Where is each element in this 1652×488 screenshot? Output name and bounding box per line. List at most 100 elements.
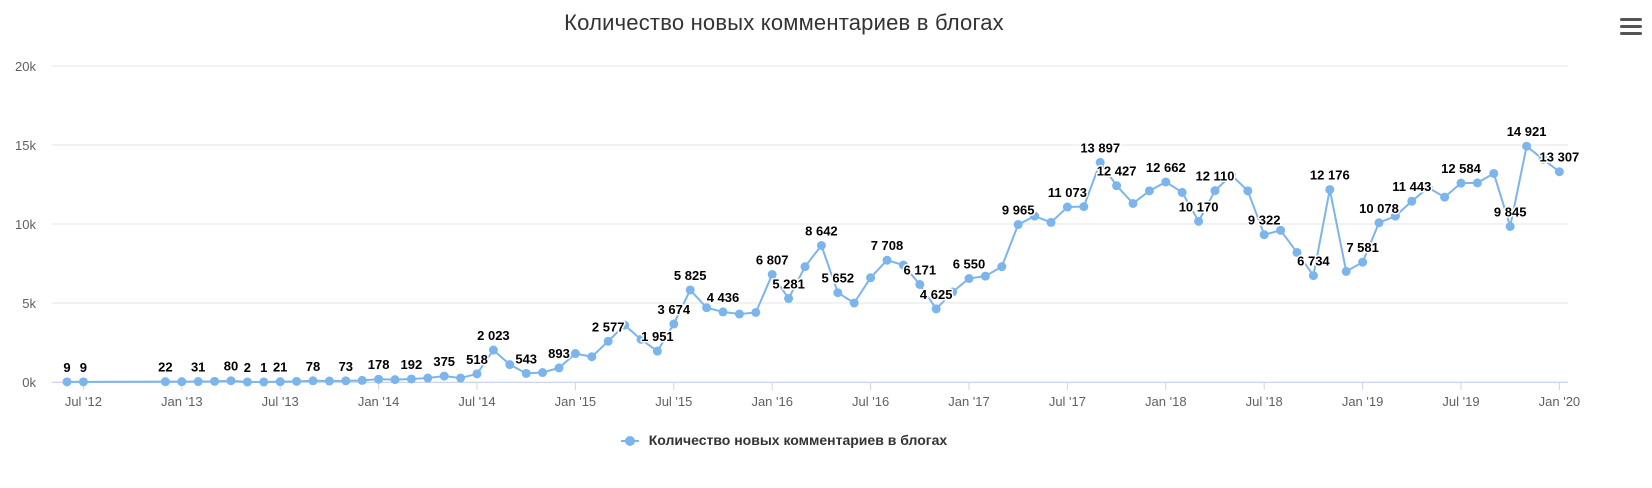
data-point[interactable] bbox=[1325, 185, 1335, 195]
data-label: 543 bbox=[515, 351, 537, 366]
data-point[interactable] bbox=[980, 271, 990, 281]
data-point[interactable] bbox=[652, 346, 662, 356]
legend[interactable]: Количество новых комментариев в блогах bbox=[0, 432, 1568, 448]
data-point[interactable] bbox=[1226, 170, 1236, 180]
data-point[interactable] bbox=[1292, 247, 1302, 257]
data-point[interactable] bbox=[521, 368, 531, 378]
data-point[interactable] bbox=[1358, 257, 1368, 267]
data-point[interactable] bbox=[1030, 211, 1040, 221]
data-point[interactable] bbox=[1554, 167, 1564, 177]
data-point[interactable] bbox=[587, 352, 597, 362]
data-point[interactable] bbox=[538, 368, 548, 378]
data-point[interactable] bbox=[767, 269, 777, 279]
data-point[interactable] bbox=[1456, 178, 1466, 188]
data-point[interactable] bbox=[702, 303, 712, 313]
data-point[interactable] bbox=[882, 255, 892, 265]
data-point[interactable] bbox=[636, 334, 646, 344]
data-point[interactable] bbox=[1095, 157, 1105, 167]
data-point[interactable] bbox=[1341, 266, 1351, 276]
data-point[interactable] bbox=[1390, 211, 1400, 221]
data-point[interactable] bbox=[948, 287, 958, 297]
data-point[interactable] bbox=[62, 377, 72, 387]
data-point[interactable] bbox=[997, 262, 1007, 272]
y-tick-label: 20k bbox=[15, 59, 36, 74]
data-point[interactable] bbox=[685, 285, 695, 295]
data-point[interactable] bbox=[1505, 221, 1515, 231]
data-point[interactable] bbox=[1276, 225, 1286, 235]
data-point[interactable] bbox=[1538, 154, 1548, 164]
data-point[interactable] bbox=[357, 375, 367, 385]
data-point[interactable] bbox=[406, 374, 416, 384]
data-point[interactable] bbox=[1423, 183, 1433, 193]
data-point[interactable] bbox=[800, 262, 810, 272]
data-point[interactable] bbox=[324, 376, 334, 386]
data-point[interactable] bbox=[1079, 202, 1089, 212]
data-point[interactable] bbox=[620, 320, 630, 330]
data-point[interactable] bbox=[472, 369, 482, 379]
x-tick-label: Jul '12 bbox=[65, 394, 102, 409]
data-point[interactable] bbox=[931, 304, 941, 314]
data-point[interactable] bbox=[177, 377, 187, 387]
data-point[interactable] bbox=[160, 377, 170, 387]
data-point[interactable] bbox=[784, 294, 794, 304]
data-point[interactable] bbox=[308, 376, 318, 386]
hamburger-menu-icon[interactable] bbox=[1620, 18, 1642, 38]
data-point[interactable] bbox=[849, 298, 859, 308]
data-point[interactable] bbox=[374, 374, 384, 384]
data-point[interactable] bbox=[718, 307, 728, 317]
data-point[interactable] bbox=[423, 373, 433, 383]
data-point[interactable] bbox=[603, 336, 613, 346]
data-point[interactable] bbox=[669, 319, 679, 329]
data-point[interactable] bbox=[259, 377, 269, 387]
data-point[interactable] bbox=[554, 363, 564, 373]
data-point[interactable] bbox=[570, 349, 580, 359]
data-point[interactable] bbox=[275, 377, 285, 387]
data-point[interactable] bbox=[1374, 218, 1384, 228]
x-tick-label: Jul '13 bbox=[262, 394, 299, 409]
data-point[interactable] bbox=[915, 279, 925, 289]
data-point[interactable] bbox=[1308, 271, 1318, 281]
data-point[interactable] bbox=[341, 376, 351, 386]
data-point[interactable] bbox=[210, 376, 220, 386]
data-point[interactable] bbox=[1522, 141, 1532, 151]
data-point[interactable] bbox=[866, 273, 876, 283]
data-point[interactable] bbox=[456, 373, 466, 383]
data-point[interactable] bbox=[1243, 186, 1253, 196]
data-point[interactable] bbox=[816, 240, 826, 250]
data-point[interactable] bbox=[1440, 192, 1450, 202]
data-point[interactable] bbox=[1259, 230, 1269, 240]
data-label: 5 281 bbox=[772, 277, 805, 292]
data-point[interactable] bbox=[1062, 202, 1072, 212]
data-point[interactable] bbox=[1161, 177, 1171, 187]
data-label: 8 642 bbox=[805, 223, 838, 238]
data-point[interactable] bbox=[242, 377, 252, 387]
data-point[interactable] bbox=[1472, 178, 1482, 188]
data-point[interactable] bbox=[1407, 196, 1417, 206]
data-point[interactable] bbox=[1489, 168, 1499, 178]
data-label: 22 bbox=[158, 360, 172, 375]
data-point[interactable] bbox=[1013, 220, 1023, 230]
data-point[interactable] bbox=[390, 375, 400, 385]
data-point[interactable] bbox=[1210, 186, 1220, 196]
data-point[interactable] bbox=[193, 377, 203, 387]
data-point[interactable] bbox=[226, 376, 236, 386]
data-point[interactable] bbox=[1144, 186, 1154, 196]
data-point[interactable] bbox=[1046, 217, 1056, 227]
data-point[interactable] bbox=[833, 288, 843, 298]
data-point[interactable] bbox=[488, 345, 498, 355]
series[interactable] bbox=[62, 141, 1564, 387]
data-point[interactable] bbox=[78, 377, 88, 387]
x-tick-label: Jul '19 bbox=[1442, 394, 1479, 409]
data-point[interactable] bbox=[1112, 181, 1122, 191]
data-point[interactable] bbox=[964, 274, 974, 284]
data-point[interactable] bbox=[505, 360, 515, 370]
data-point[interactable] bbox=[734, 309, 744, 319]
data-point[interactable] bbox=[751, 307, 761, 317]
data-label: 4 436 bbox=[707, 290, 740, 305]
data-point[interactable] bbox=[292, 376, 302, 386]
data-point[interactable] bbox=[898, 260, 908, 270]
data-point[interactable] bbox=[439, 371, 449, 381]
data-point[interactable] bbox=[1128, 198, 1138, 208]
data-point[interactable] bbox=[1194, 216, 1204, 226]
data-point[interactable] bbox=[1177, 187, 1187, 197]
